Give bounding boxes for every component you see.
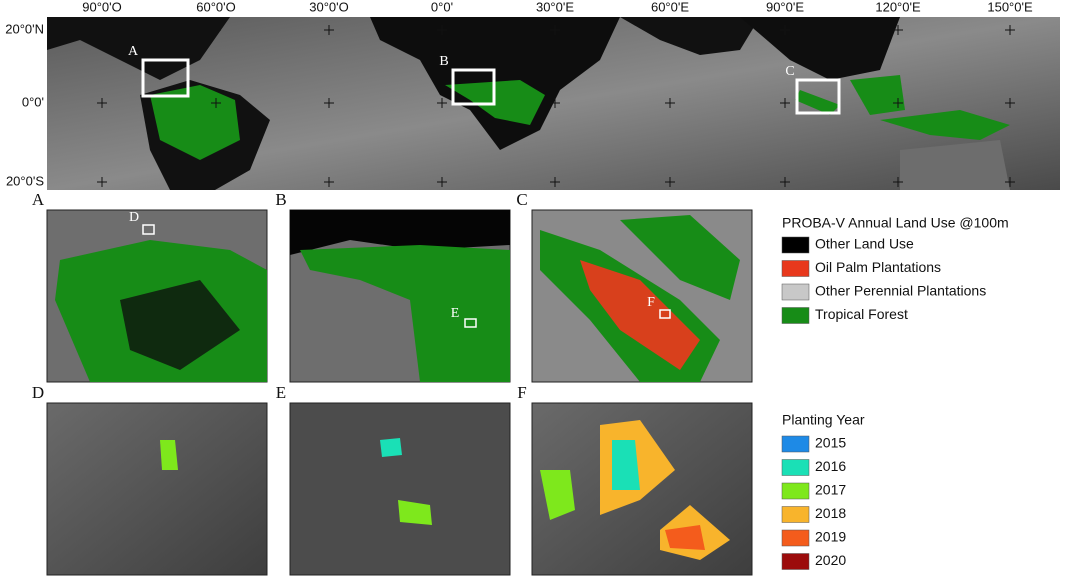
longitude-label: 30°0'O xyxy=(309,0,348,14)
legend-swatch xyxy=(781,307,810,324)
legend-label: 2017 xyxy=(815,482,846,498)
latitude-label: 20°0'S xyxy=(6,173,44,188)
panel-label: E xyxy=(276,383,286,402)
legend-swatch xyxy=(781,236,810,254)
legend-swatch xyxy=(781,553,810,570)
longitude-label: 60°0'E xyxy=(651,0,689,14)
legend-swatch xyxy=(781,482,810,500)
longitude-label: 90°0'O xyxy=(82,0,121,14)
legend-label: Oil Palm Plantations xyxy=(815,259,941,275)
legend-swatch xyxy=(781,529,810,547)
legend-label: 2018 xyxy=(815,505,846,521)
panel-label: C xyxy=(516,190,527,209)
box-label: A xyxy=(128,44,139,59)
longitude-label: 90°0'E xyxy=(766,0,804,14)
longitude-label: 60°0'O xyxy=(196,0,235,14)
panel-label: F xyxy=(517,383,526,402)
longitude-label: 150°0'E xyxy=(987,0,1033,14)
latitude-label: 20°0'N xyxy=(5,21,44,36)
legend-swatch xyxy=(781,459,810,476)
legend-label: 2016 xyxy=(815,458,846,474)
longitude-label: 0°0' xyxy=(431,0,453,14)
legend-swatch xyxy=(781,283,810,301)
legend-label: 2015 xyxy=(815,435,846,451)
legend-title: Planting Year xyxy=(782,412,865,428)
panel-label: B xyxy=(275,190,286,209)
panel-label: D xyxy=(32,383,44,402)
legend-swatch xyxy=(781,506,810,523)
legend-swatch xyxy=(781,435,810,453)
inset-label: D xyxy=(129,210,139,225)
box-label: B xyxy=(439,54,448,69)
legend-label: 2019 xyxy=(815,529,846,545)
inset-label: E xyxy=(451,306,460,321)
longitude-label: 120°0'E xyxy=(875,0,921,14)
legend-label: Other Perennial Plantations xyxy=(815,283,986,299)
legend-label: Other Land Use xyxy=(815,236,914,252)
legend-label: Tropical Forest xyxy=(815,306,908,322)
overview-map xyxy=(47,17,1060,190)
box-label: C xyxy=(785,64,794,79)
panel-maps xyxy=(46,209,753,576)
inset-label: F xyxy=(647,295,655,310)
legend-title: PROBA-V Annual Land Use @100m xyxy=(782,215,1009,231)
panel-label: A xyxy=(32,190,45,209)
latitude-label: 0°0' xyxy=(22,94,44,109)
legend-swatch xyxy=(781,260,810,277)
longitude-label: 30°0'E xyxy=(536,0,574,14)
legend-label: 2020 xyxy=(815,552,846,568)
